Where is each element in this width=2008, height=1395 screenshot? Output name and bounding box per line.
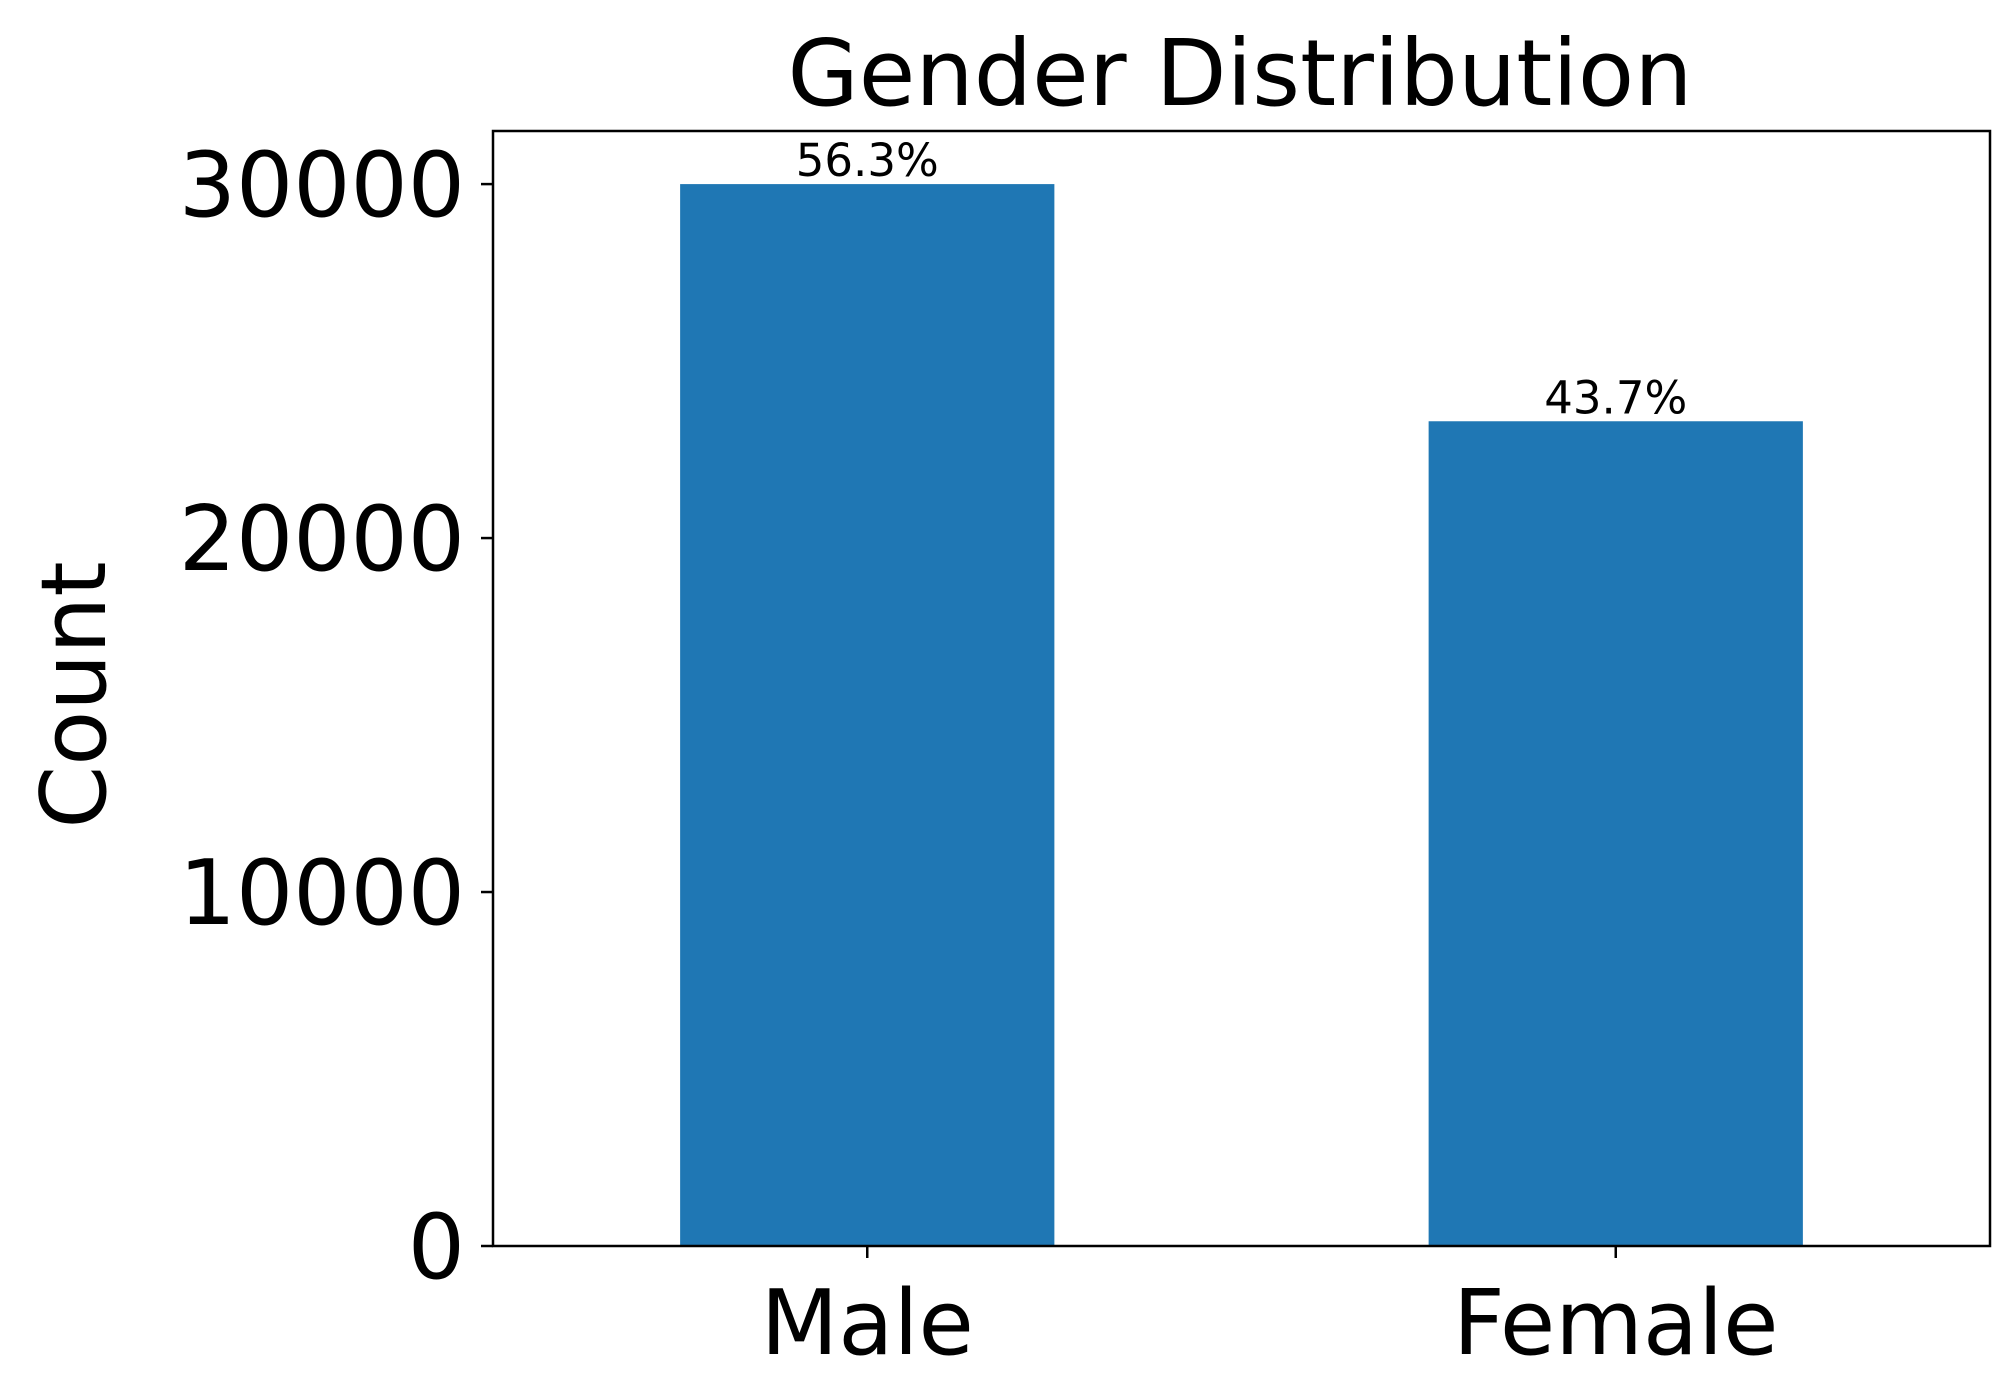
y-tick-label-0: 0 <box>408 1195 465 1300</box>
x-tick-label-male: Male <box>761 1271 974 1376</box>
plot-area: 56.3% Male 43.7% Female 0 10000 20000 30000 <box>179 129 1992 1376</box>
bar-female <box>1428 421 1803 1246</box>
y-tick-label-30000: 30000 <box>179 133 465 238</box>
bar-label-male: 56.3% <box>796 134 939 187</box>
y-tick-label-20000: 20000 <box>179 487 465 592</box>
chart-title: Gender Distribution <box>788 20 1693 127</box>
y-axis-label: Count <box>22 561 127 828</box>
bar-label-female: 43.7% <box>1544 371 1687 424</box>
bar-male <box>680 184 1055 1247</box>
plot-frame <box>491 129 1992 1248</box>
y-tick-label-10000: 10000 <box>179 841 465 946</box>
x-tick-label-female: Female <box>1453 1271 1778 1376</box>
